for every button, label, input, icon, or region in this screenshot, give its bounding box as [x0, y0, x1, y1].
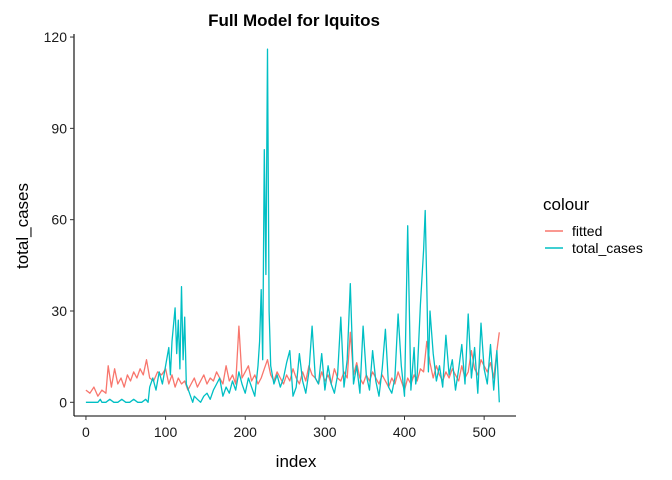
legend-label-total-cases: total_cases — [572, 240, 643, 256]
chart-title: Full Model for Iquitos — [208, 11, 380, 30]
plot-area — [85, 48, 500, 403]
y-tick-label: 30 — [51, 303, 67, 319]
series-line-total-cases — [85, 48, 500, 403]
x-tick-label: 500 — [472, 424, 496, 440]
y-tick-label: 0 — [59, 394, 67, 410]
y-axis-title: total_cases — [13, 183, 32, 269]
x-tick-label: 300 — [313, 424, 337, 440]
x-tick-label: 100 — [154, 424, 178, 440]
x-tick-label: 400 — [393, 424, 417, 440]
y-tick-label: 120 — [44, 29, 68, 45]
axes: 0 30 60 90 120 0 100 200 300 400 500 — [44, 29, 516, 440]
legend-label-fitted: fitted — [572, 223, 602, 239]
x-tick-label: 0 — [82, 424, 90, 440]
legend-title: colour — [543, 195, 590, 214]
y-tick-label: 90 — [51, 120, 67, 136]
y-tick-label: 60 — [51, 212, 67, 228]
x-tick-label: 200 — [234, 424, 258, 440]
x-axis-title: index — [276, 452, 317, 471]
